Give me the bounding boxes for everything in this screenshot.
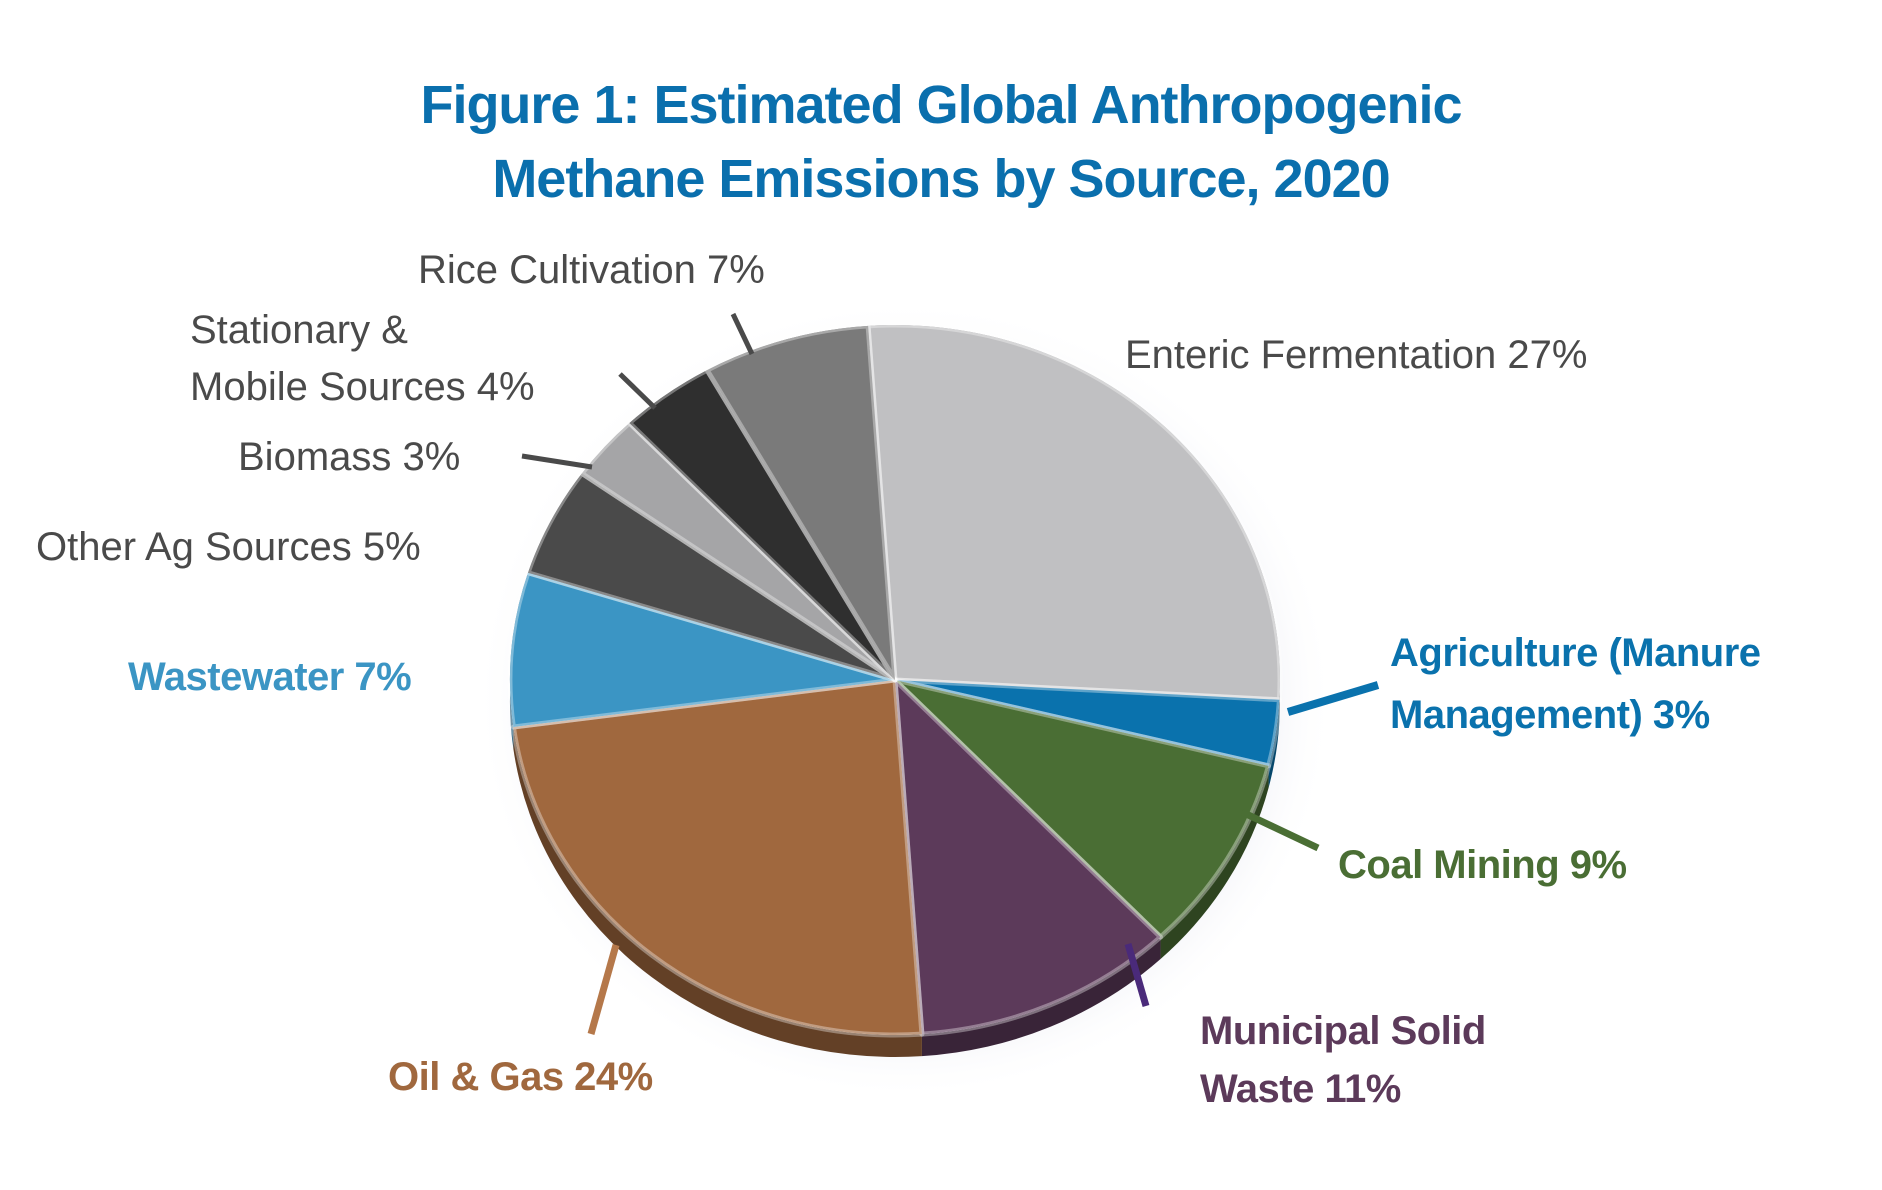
pie-depth-municipal-solid-waste (921, 937, 1161, 1057)
label-stationary-line1: Stationary & (190, 308, 408, 352)
pie-bevel-enteric-fermentation (865, 322, 1283, 703)
pie-bevel-biomass (579, 420, 898, 683)
label-rice-cultivation: Rice Cultivation 7% (418, 248, 765, 292)
pie-slice-enteric-fermentation (868, 324, 1280, 700)
pie-bevel-coal-mining (892, 677, 1272, 940)
chart-title-line2: Methane Emissions by Source, 2020 (492, 149, 1390, 209)
pie-slice-wastewater (510, 572, 895, 728)
pie-bevel-other-ag-sources (525, 470, 898, 683)
pie-slice-stationary-mobile-sources (629, 370, 895, 680)
leader-msw (1124, 943, 1150, 1007)
label-manure-management: Agriculture (Manure Management) 3% (1390, 622, 1761, 746)
pie-slices (507, 322, 1283, 1038)
pie-slice-municipal-solid-waste (895, 680, 1161, 1035)
leader-coal (1240, 808, 1320, 852)
pie-slice-oil-gas (513, 680, 922, 1035)
pie-slice-other-ag-sources (527, 473, 895, 680)
label-stationary-line2: Mobile Sources 4% (190, 365, 535, 409)
pie-depth-coal-mining (1160, 765, 1269, 960)
leader-oilgas (587, 944, 620, 1035)
label-coal-mining: Coal Mining 9% (1338, 843, 1627, 887)
leader-lines (521, 312, 1380, 1035)
pie-bevel-agriculture-manure-management (892, 677, 1282, 769)
pie-depth-agriculture-manure-management (1268, 699, 1280, 788)
pie-slice-coal-mining (895, 680, 1269, 938)
pie-slice-rice-cultivation (707, 325, 895, 680)
leader-manure (1286, 681, 1380, 716)
label-msw-line1: Municipal Solid (1200, 1009, 1486, 1053)
pie-bevel-municipal-solid-waste (892, 677, 1164, 1037)
chart-title: Figure 1: Estimated Global Anthropogenic… (0, 68, 1882, 216)
chart-title-line1: Figure 1: Estimated Global Anthropogenic (420, 75, 1462, 135)
leader-stationary (618, 372, 657, 410)
label-enteric-fermentation: Enteric Fermentation 27% (1125, 333, 1588, 377)
pie-bevel-wastewater (507, 570, 898, 730)
label-manure-line1: Agriculture (Manure (1390, 631, 1761, 675)
pie-bevel-rice-cultivation (704, 323, 898, 683)
label-other-ag: Other Ag Sources 5% (36, 525, 421, 569)
pie-bevel-stationary-mobile-sources (626, 367, 898, 683)
label-wastewater: Wastewater 7% (128, 655, 412, 699)
label-msw-line2: Waste 11% (1200, 1067, 1401, 1111)
label-oil-gas: Oil & Gas 24% (388, 1055, 653, 1099)
label-manure-line2: Management) 3% (1390, 693, 1710, 737)
leader-biomass (521, 453, 593, 470)
pie-slice-agriculture-manure-management (895, 680, 1280, 766)
label-municipal-solid-waste: Municipal Solid Waste 11% (1200, 1002, 1486, 1118)
leader-rice (730, 312, 755, 356)
label-stationary-mobile: Stationary & Mobile Sources 4% (190, 302, 535, 416)
label-biomass: Biomass 3% (238, 435, 461, 479)
pie-slice-biomass (581, 422, 895, 680)
pie-bevel-oil-gas (510, 677, 925, 1038)
